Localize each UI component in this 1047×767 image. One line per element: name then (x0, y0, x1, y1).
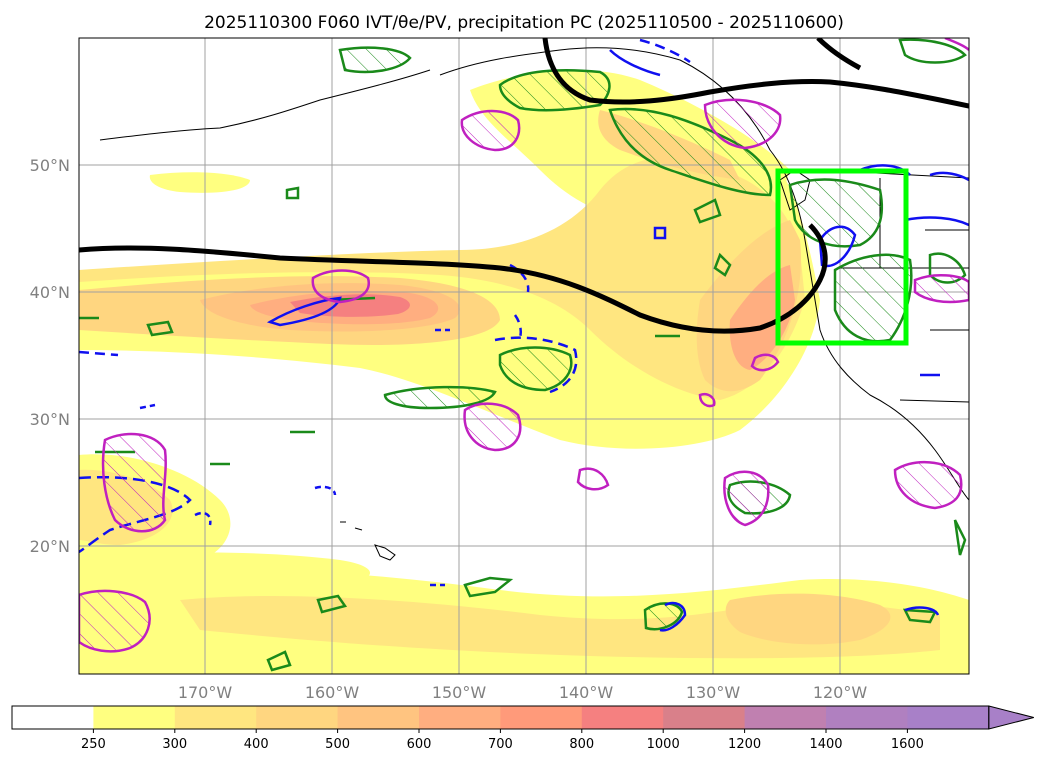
lon-tick-label: 120°W (813, 683, 868, 702)
map-area (79, 38, 969, 674)
colorbar-label: 1000 (647, 737, 680, 752)
colorbar-label: 1600 (891, 737, 924, 752)
colorbar-label: 500 (325, 737, 350, 752)
ivt-shading (79, 69, 969, 674)
region-box (775, 168, 909, 346)
colorbar-segment (500, 706, 583, 729)
lon-tick-label: 140°W (559, 683, 614, 702)
colorbar-segment (337, 706, 420, 729)
lon-tick-label: 130°W (686, 683, 741, 702)
colorbar-segment (419, 706, 501, 729)
lon-ticks: 170°W 160°W 150°W 140°W 130°W 120°W (178, 683, 868, 702)
colorbar-segment (907, 706, 990, 729)
colorbar-label: 250 (81, 737, 106, 752)
colorbar-segment (12, 706, 94, 729)
colorbar-segment (826, 706, 908, 729)
colorbar-segment (744, 706, 827, 729)
colorbar-label: 400 (244, 737, 269, 752)
lon-tick-label: 170°W (178, 683, 233, 702)
colorbar-segment (174, 706, 257, 729)
colorbar-label: 1400 (809, 737, 842, 752)
lat-tick-label: 20°N (30, 537, 70, 556)
colorbar-label: 600 (407, 737, 432, 752)
graticule (79, 38, 969, 674)
colorbar-label: 700 (488, 737, 513, 752)
lon-tick-label: 160°W (305, 683, 360, 702)
colorbar-segment (256, 706, 339, 729)
lon-tick-label: 150°W (432, 683, 487, 702)
precip-contours (79, 38, 967, 672)
colorbar-segment (93, 706, 176, 729)
colorbar-extend-arrow (988, 705, 1034, 730)
magenta-contours (79, 38, 969, 653)
colorbar-label: 800 (569, 737, 594, 752)
colorbar: 250 300 400 500 600 700 800 1000 1200 1400 1600 (11, 705, 1034, 752)
black-contours (79, 38, 969, 334)
map-frame (78, 37, 970, 675)
colorbar-label: 1200 (728, 737, 761, 752)
colorbar-segment (581, 706, 664, 729)
lat-tick-label: 40°N (30, 283, 70, 302)
lat-ticks: 50°N 40°N 30°N 20°N (30, 156, 70, 556)
colorbar-label: 300 (162, 737, 187, 752)
lat-tick-label: 30°N (30, 410, 70, 429)
colorbar-segment (663, 706, 746, 729)
chart-title: 2025110300 F060 IVT/θe/PV, precipitation… (204, 13, 844, 33)
lat-tick-label: 50°N (30, 156, 70, 175)
